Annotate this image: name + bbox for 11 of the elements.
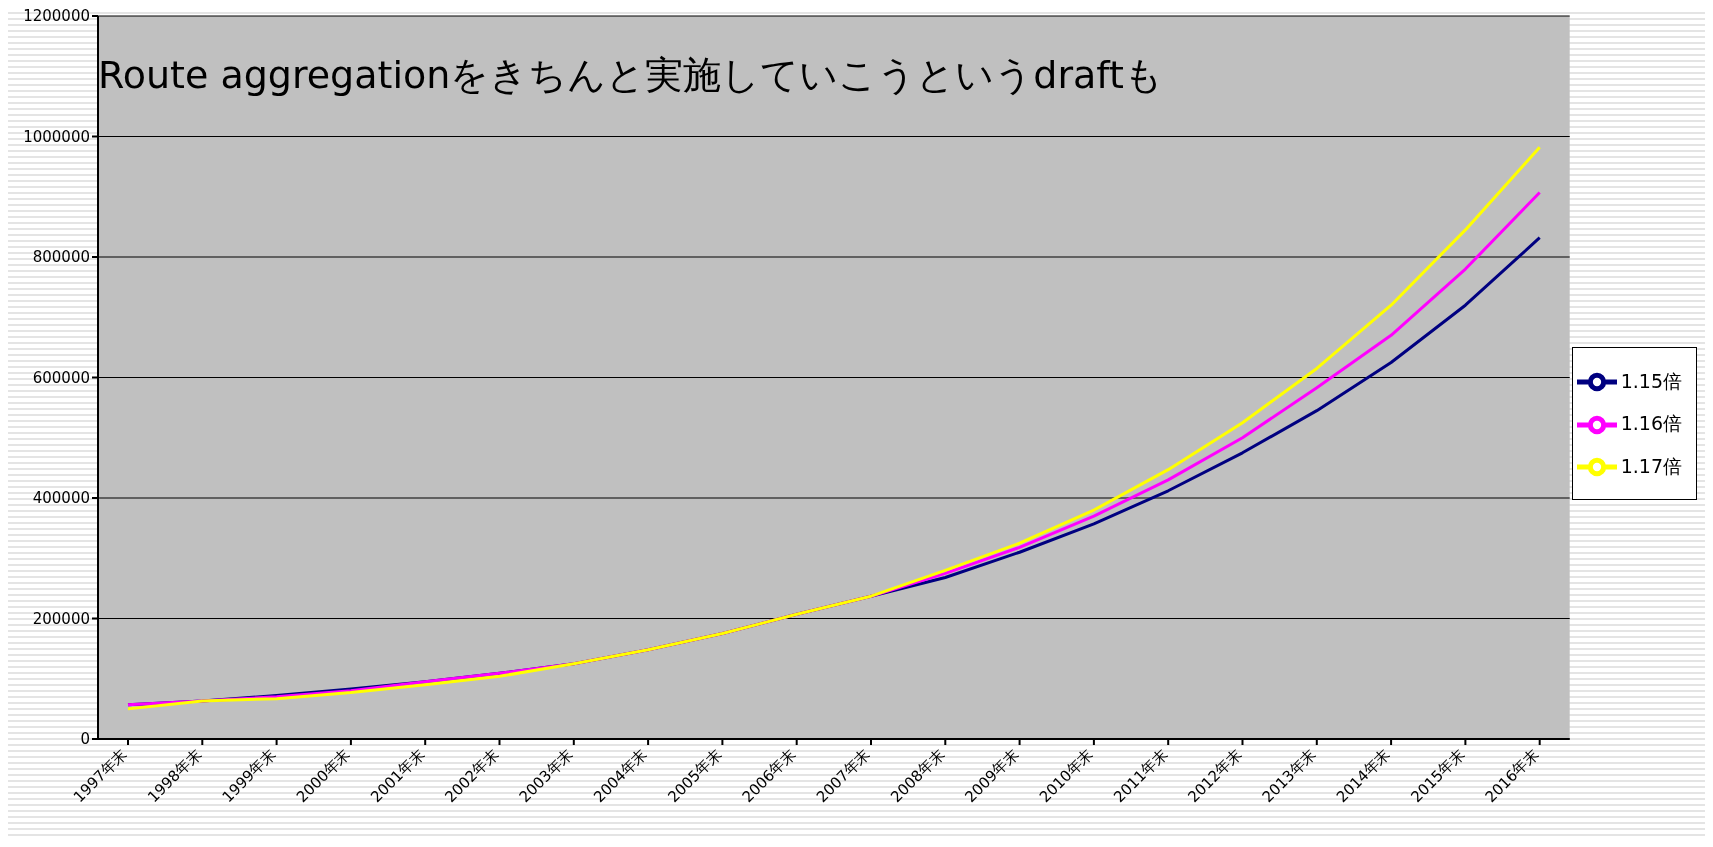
y-tick-label: 200000 — [32, 609, 90, 628]
y-tick-label: 0 — [80, 730, 90, 749]
text: Route aggregationをきちんと実施していこうというdraftも — [98, 53, 1163, 97]
legend-label: 1.16倍 — [1620, 412, 1682, 435]
y-tick-label: 1200000 — [23, 7, 90, 26]
y-tick-label: 400000 — [32, 489, 90, 508]
legend-label: 1.17倍 — [1620, 454, 1682, 477]
legend-label: 1.15倍 — [1620, 369, 1682, 392]
y-tick-label: 800000 — [32, 248, 90, 267]
y-tick-label: 600000 — [32, 368, 90, 387]
y-tick-label: 1000000 — [23, 127, 90, 146]
